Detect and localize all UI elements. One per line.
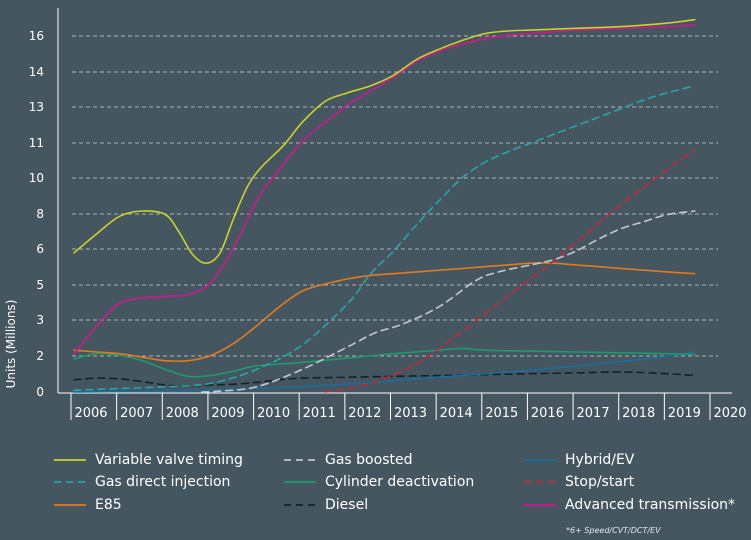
legend-swatch bbox=[284, 481, 316, 483]
legend-label: Cylinder deactivation bbox=[325, 474, 475, 490]
y-tick-label: 6 bbox=[36, 242, 44, 256]
x-tick-label: 2007 bbox=[120, 406, 153, 421]
legend-label: Stop/start bbox=[565, 474, 635, 490]
y-tick-label: 0 bbox=[36, 385, 44, 399]
y-tick-label: 5 bbox=[36, 278, 44, 292]
x-tick-label: 2016 bbox=[531, 406, 564, 421]
series-line-hybrid-ev bbox=[73, 351, 696, 393]
x-tick-label: 2019 bbox=[668, 406, 701, 421]
legend-label: Gas direct injection bbox=[95, 474, 231, 490]
x-tick-label: 2011 bbox=[303, 406, 336, 421]
legend-item-hybrid-ev: Hybrid/EV bbox=[524, 449, 634, 471]
x-tick-label: 2015 bbox=[485, 406, 518, 421]
legend-swatch bbox=[524, 481, 556, 483]
y-axis-title: Units (Millions) bbox=[4, 300, 18, 389]
legend-item-gas-direct-injection: Gas direct injection bbox=[54, 471, 230, 493]
chart-legend: Variable valve timing Gas boosted Hybrid/E… bbox=[54, 449, 744, 519]
x-tick-label: 2010 bbox=[257, 406, 290, 421]
y-tick-label: 16 bbox=[29, 29, 44, 43]
y-tick-label: 8 bbox=[36, 207, 44, 221]
legend-item-e85: E85 bbox=[54, 494, 122, 516]
x-tick-label: 2017 bbox=[577, 406, 610, 421]
tick-labels: 0 2 3 5 6 8 10 11 13 14 16 2006 2007 2008 2009 2010 2011… bbox=[29, 29, 747, 421]
legend-swatch bbox=[54, 504, 86, 506]
y-tick-label: 3 bbox=[36, 313, 44, 327]
legend-item-diesel: Diesel bbox=[284, 494, 368, 516]
y-tick-label: 14 bbox=[29, 65, 44, 79]
series-line-advanced-transmission bbox=[73, 24, 696, 355]
y-tick-label: 10 bbox=[29, 171, 44, 185]
line-chart: 0 2 3 5 6 8 10 11 13 14 16 2006 2007 2008 2009 2010 2011… bbox=[4, 8, 747, 421]
legend-item-gas-boosted: Gas boosted bbox=[284, 449, 412, 471]
legend-item-advanced-transmission: Advanced transmission* bbox=[524, 494, 735, 516]
series-line-cylinder-deactivation bbox=[73, 347, 696, 378]
x-tick-label: 2014 bbox=[440, 406, 473, 421]
x-tick-label: 2012 bbox=[348, 406, 381, 421]
legend-label: Diesel bbox=[325, 497, 369, 513]
series-line-gas-direct-injection bbox=[73, 85, 696, 392]
legend-label: E85 bbox=[95, 497, 122, 513]
legend-item-stop-start: Stop/start bbox=[524, 471, 634, 493]
series-line-stop-start bbox=[324, 149, 696, 393]
legend-item-cylinder-deactivation: Cylinder deactivation bbox=[284, 471, 474, 493]
legend-swatch bbox=[524, 459, 556, 461]
legend-swatch bbox=[54, 481, 86, 483]
x-tick-label: 2006 bbox=[74, 406, 107, 421]
legend-label: Hybrid/EV bbox=[565, 452, 635, 468]
x-tick-label: 2009 bbox=[211, 406, 244, 421]
y-tick-label: 2 bbox=[36, 349, 44, 363]
axes bbox=[57, 8, 732, 420]
footnote: *6+ Speed/CVT/DCT/EV bbox=[566, 526, 661, 535]
legend-item-variable-valve-timing: Variable valve timing bbox=[54, 449, 243, 471]
series-lines bbox=[73, 18, 696, 393]
legend-swatch bbox=[524, 504, 556, 506]
legend-label: Advanced transmission* bbox=[565, 497, 736, 513]
series-line-variable-valve-timing bbox=[73, 18, 696, 265]
y-tick-label: 13 bbox=[29, 100, 44, 114]
y-tick-label: 11 bbox=[29, 136, 44, 150]
series-line-diesel bbox=[73, 371, 696, 387]
x-tick-label: 2018 bbox=[622, 406, 655, 421]
x-tick-label: 2020 bbox=[713, 406, 746, 421]
legend-swatch bbox=[284, 504, 316, 506]
series-line-e85 bbox=[73, 262, 696, 363]
series-line-gas-boosted bbox=[201, 210, 696, 393]
legend-label: Gas boosted bbox=[325, 452, 413, 468]
legend-swatch bbox=[54, 459, 86, 461]
gridlines bbox=[72, 35, 718, 357]
x-tick-label: 2013 bbox=[394, 406, 427, 421]
legend-swatch bbox=[284, 459, 316, 461]
x-tick-label: 2008 bbox=[166, 406, 199, 421]
legend-label: Variable valve timing bbox=[95, 452, 243, 468]
